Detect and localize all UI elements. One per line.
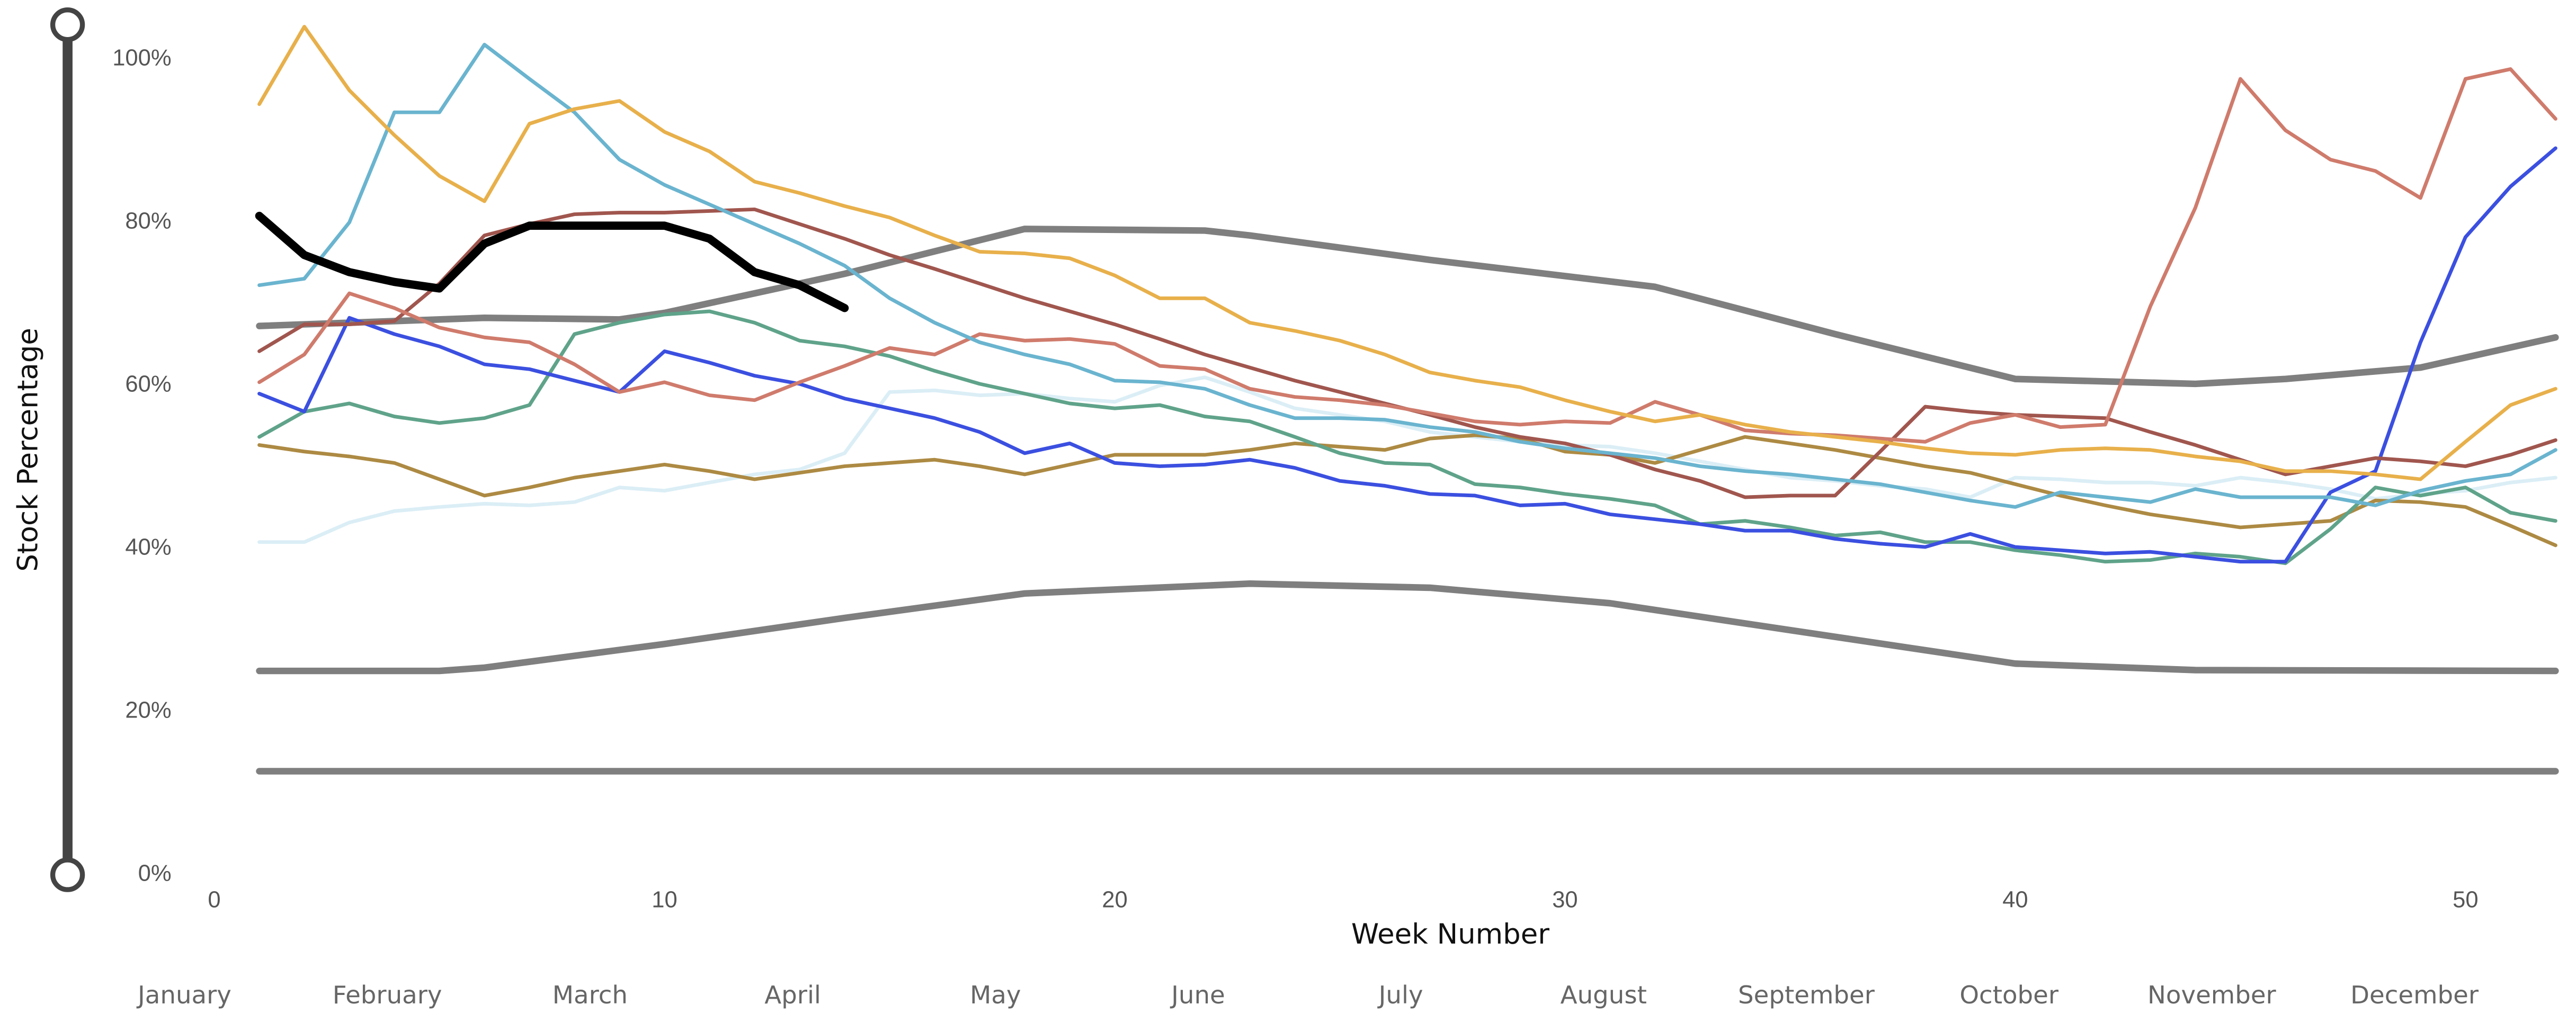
range-slider[interactable] <box>50 7 85 892</box>
series-line <box>257 433 2557 548</box>
series-line <box>257 375 2557 544</box>
series-line <box>257 42 2557 509</box>
x-axis-title: Week Number <box>1351 918 1549 950</box>
series-line <box>257 146 2557 564</box>
y-tick-label: 0% <box>138 861 172 886</box>
month-label: November <box>2147 981 2277 1010</box>
series-line <box>256 580 2559 675</box>
month-label: June <box>1170 981 1225 1010</box>
y-tick-label: 60% <box>125 372 171 397</box>
y-tick-label: 80% <box>125 209 171 234</box>
series-line <box>257 67 2557 444</box>
x-tick-label: 10 <box>652 887 677 912</box>
month-label: February <box>333 981 442 1010</box>
slider-handle[interactable] <box>50 7 85 42</box>
month-label: January <box>136 981 231 1010</box>
series-line <box>256 226 2559 388</box>
month-label: April <box>764 981 821 1010</box>
month-label: December <box>2350 981 2479 1010</box>
x-tick-label: 50 <box>2453 887 2478 912</box>
series-line <box>255 211 849 312</box>
y-tick-label: 40% <box>125 535 171 560</box>
x-tick-label: 40 <box>2002 887 2028 912</box>
y-tick-label: 20% <box>125 698 171 723</box>
month-label: October <box>1959 981 2059 1010</box>
month-label: May <box>970 981 1021 1010</box>
series-line <box>257 24 2557 481</box>
y-tick-label: 100% <box>112 46 171 71</box>
month-label: July <box>1377 981 1423 1010</box>
slider-handle[interactable] <box>50 857 85 892</box>
month-label: March <box>552 981 628 1010</box>
x-tick-label: 20 <box>1102 887 1127 912</box>
month-label: September <box>1738 981 1875 1010</box>
lines <box>255 24 2559 775</box>
series-line <box>257 309 2557 566</box>
month-label: August <box>1561 981 1647 1010</box>
x-tick-label: 0 <box>208 887 220 912</box>
x-tick-label: 30 <box>1552 887 1577 912</box>
series-line <box>257 207 2557 499</box>
y-axis-title: Stock Percentage <box>12 328 44 572</box>
